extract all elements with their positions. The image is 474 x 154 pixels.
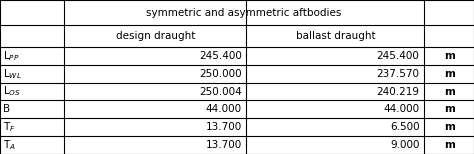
Text: 237.570: 237.570 [376,69,419,79]
Text: m: m [444,104,455,114]
Text: symmetric and asymmetric aftbodies: symmetric and asymmetric aftbodies [146,8,342,18]
Text: 250.000: 250.000 [199,69,242,79]
Text: L$_{OS}$: L$_{OS}$ [3,85,21,98]
Text: 9.000: 9.000 [390,140,419,150]
Text: m: m [444,140,455,150]
Text: 13.700: 13.700 [206,140,242,150]
Text: 6.500: 6.500 [390,122,419,132]
Text: 44.000: 44.000 [206,104,242,114]
Text: 13.700: 13.700 [206,122,242,132]
Text: L$_{WL}$: L$_{WL}$ [3,67,22,81]
Text: T$_{F}$: T$_{F}$ [3,120,16,134]
Text: T$_{A}$: T$_{A}$ [3,138,16,152]
Text: 240.219: 240.219 [376,87,419,97]
Text: L$_{PP}$: L$_{PP}$ [3,49,20,63]
Text: B: B [3,104,10,114]
Text: m: m [444,87,455,97]
Text: 245.400: 245.400 [199,51,242,61]
Text: m: m [444,51,455,61]
Text: 245.400: 245.400 [377,51,419,61]
Text: design draught: design draught [116,31,195,41]
Text: m: m [444,69,455,79]
Text: 250.004: 250.004 [199,87,242,97]
Text: m: m [444,122,455,132]
Text: 44.000: 44.000 [383,104,419,114]
Text: ballast draught: ballast draught [296,31,375,41]
